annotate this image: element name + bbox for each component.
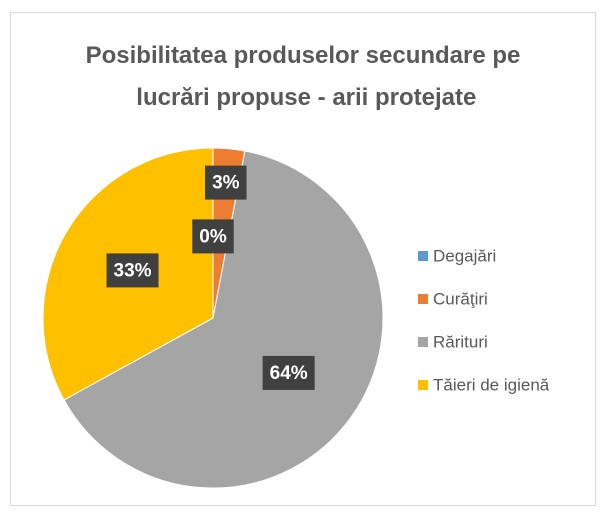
data-label: 3% [205,165,247,200]
data-label-text: 0% [199,226,227,247]
data-label: 64% [262,355,315,390]
data-label-text: 64% [270,363,308,384]
data-label-box [192,219,234,254]
legend-swatch [418,337,428,347]
legend-label: Degajări [433,246,496,265]
data-label-text: 33% [114,260,152,281]
data-label-box [262,355,315,390]
chart-title: Posibilitatea produselor secundare pe lu… [86,42,521,111]
legend-swatch [418,251,428,261]
legend-label: Curăţiri [433,289,488,308]
data-label-text: 3% [212,173,240,194]
legend-swatch [418,294,428,304]
data-label: 0% [192,219,234,254]
legend-label: Rărituri [433,332,488,351]
data-label-box [106,253,159,288]
legend-swatch [418,380,428,390]
data-label: 33% [106,253,159,288]
data-label-box [205,165,247,200]
legend-label: Tăieri de igienă [433,375,550,394]
pie-slice [63,150,384,489]
